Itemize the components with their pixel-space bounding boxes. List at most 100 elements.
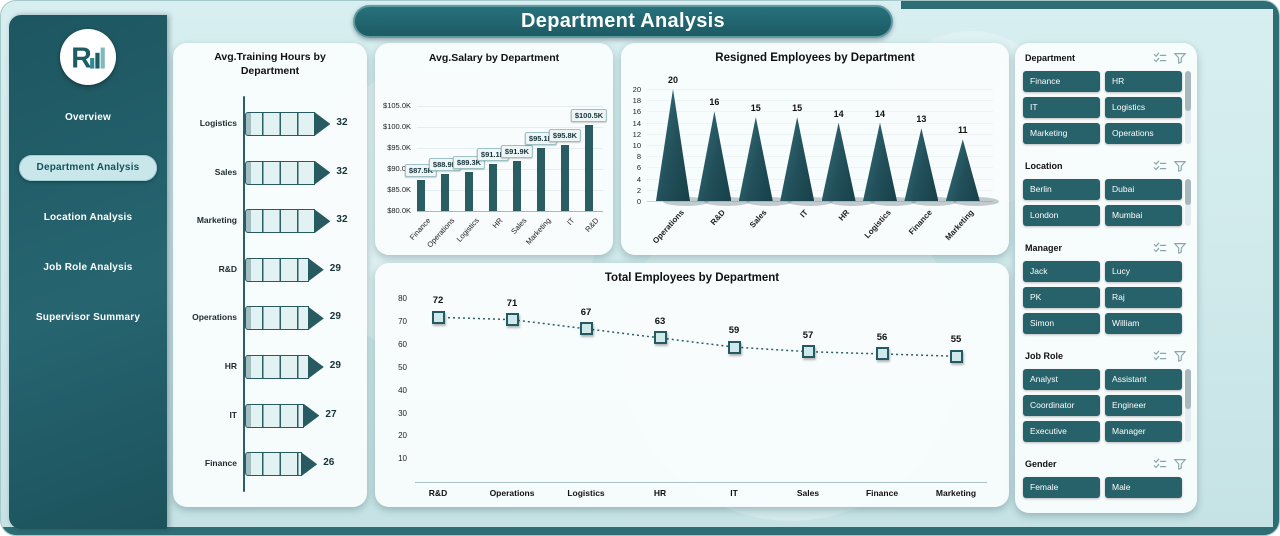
avg-salary-chart: $80.0K $85.0K $90.0K $95.0K $100.0K $105.0K $8…: [375, 43, 613, 255]
frame-edge-right: [1273, 7, 1279, 529]
slicer-item-hr[interactable]: HR: [1105, 71, 1182, 92]
y-axis-label: 10: [632, 141, 641, 150]
slicer-item-logistics[interactable]: Logistics: [1105, 97, 1182, 118]
x-axis-label: Operations: [650, 208, 686, 246]
pencil-bar[interactable]: [245, 403, 305, 428]
bar[interactable]: [561, 144, 569, 211]
bar[interactable]: [465, 171, 473, 211]
filter-icon[interactable]: [1173, 51, 1187, 65]
sidebar-item-location-analysis[interactable]: Location Analysis: [43, 212, 133, 223]
bar[interactable]: [537, 147, 545, 211]
y-axis-label: 50: [398, 362, 407, 372]
slicer-item-dubai[interactable]: Dubai: [1105, 179, 1182, 200]
line-marker[interactable]: [801, 345, 815, 359]
slicer-item-william[interactable]: William: [1105, 313, 1182, 334]
line-marker[interactable]: [579, 322, 593, 336]
filter-icon[interactable]: [1173, 457, 1187, 471]
pencil-bar[interactable]: [245, 452, 303, 477]
slicer-item-engineer[interactable]: Engineer: [1105, 395, 1182, 416]
filter-icon[interactable]: [1173, 241, 1187, 255]
slicer-item-male[interactable]: Male: [1105, 477, 1182, 498]
data-label: 20: [667, 75, 679, 85]
line-marker[interactable]: [727, 340, 741, 354]
slicer-item-jack[interactable]: Jack: [1023, 261, 1100, 282]
pencil-bar[interactable]: [245, 306, 309, 331]
slicer-title-manager: Manager: [1025, 243, 1063, 253]
gridline: [417, 169, 603, 170]
slicer-item-finance[interactable]: Finance: [1023, 71, 1100, 92]
bar[interactable]: [585, 124, 593, 211]
pencil-bar[interactable]: [245, 257, 309, 282]
bar[interactable]: [441, 173, 449, 211]
cone-bar[interactable]: [738, 117, 773, 201]
x-axis-line: [417, 211, 603, 212]
slicer-title-department: Department: [1025, 53, 1076, 63]
x-axis-label: Sales: [796, 488, 820, 498]
select-all-icon[interactable]: [1153, 349, 1167, 363]
value-label: 32: [336, 117, 348, 128]
x-axis-label: HR: [653, 488, 667, 498]
x-axis-label: HR: [490, 216, 505, 231]
slicer-item-it[interactable]: IT: [1023, 97, 1100, 118]
pencil-tip-icon: [314, 160, 331, 185]
pencil-bar[interactable]: [245, 160, 316, 185]
slicer-item-mumbai[interactable]: Mumbai: [1105, 205, 1182, 226]
slicer-item-coordinator[interactable]: Coordinator: [1023, 395, 1100, 416]
cone-bar[interactable]: [780, 117, 815, 201]
page-title-banner: Department Analysis: [353, 5, 893, 38]
bar[interactable]: [489, 164, 497, 211]
cone-shadow: [704, 197, 751, 206]
pencil-bar[interactable]: [245, 355, 309, 379]
line-marker[interactable]: [949, 349, 963, 363]
line-marker[interactable]: [653, 331, 667, 345]
slicer-item-female[interactable]: Female: [1023, 477, 1100, 498]
pencil-bar[interactable]: [245, 112, 316, 136]
line-marker[interactable]: [875, 347, 889, 361]
slicer-item-operations[interactable]: Operations: [1105, 123, 1182, 144]
sidebar-item-supervisor-summary[interactable]: Supervisor Summary: [35, 312, 141, 323]
slicer-item-manager[interactable]: Manager: [1105, 421, 1182, 442]
cone-shadow: [787, 197, 834, 206]
value-label: 32: [336, 214, 348, 226]
data-label: 14: [874, 108, 886, 119]
select-all-icon[interactable]: [1153, 51, 1167, 65]
bar[interactable]: [417, 179, 425, 211]
sidebar-item-job-role-analysis[interactable]: Job Role Analysis: [43, 262, 133, 273]
select-all-icon[interactable]: [1153, 241, 1167, 255]
slicer-item-assistant[interactable]: Assistant: [1105, 369, 1182, 390]
cone-bar[interactable]: [904, 128, 939, 201]
slicer-item-simon[interactable]: Simon: [1023, 313, 1100, 334]
sidebar-item-overview[interactable]: Overview: [64, 112, 112, 123]
slicer-item-marketing[interactable]: Marketing: [1023, 123, 1100, 144]
data-label: $91.9K: [500, 145, 534, 159]
slicer-item-pk[interactable]: PK: [1023, 287, 1100, 308]
total-employees-chart: 10 20 30 40 50 60 70 80 72 R&D 71 Operations 67 Logis…: [375, 263, 1009, 507]
slicer-item-berlin[interactable]: Berlin: [1023, 179, 1100, 200]
slicer-item-london[interactable]: London: [1023, 205, 1100, 226]
slicer-item-executive[interactable]: Executive: [1023, 421, 1100, 442]
category-label: Operations: [192, 312, 237, 323]
bar[interactable]: [513, 161, 521, 211]
cone-bar[interactable]: [945, 139, 980, 201]
scrollbar-thumb[interactable]: [1185, 71, 1191, 112]
filter-icon[interactable]: [1173, 159, 1187, 173]
slicer-item-raj[interactable]: Raj: [1105, 287, 1182, 308]
sidebar-item-department-analysis[interactable]: Department Analysis: [19, 155, 157, 181]
filter-icon[interactable]: [1173, 349, 1187, 363]
value-label: 32: [336, 165, 348, 177]
slicer-item-analyst[interactable]: Analyst: [1023, 369, 1100, 390]
x-axis-label: Sales: [509, 216, 529, 236]
scrollbar-thumb[interactable]: [1185, 179, 1191, 205]
line-marker[interactable]: [431, 310, 445, 324]
select-all-icon[interactable]: [1153, 159, 1167, 173]
gridline: [417, 190, 603, 191]
line-marker[interactable]: [505, 313, 519, 327]
y-axis-label: 70: [398, 316, 407, 326]
select-all-icon[interactable]: [1153, 457, 1167, 471]
x-axis-label: IT: [565, 216, 577, 227]
y-axis-label: 20: [632, 85, 641, 94]
svg-text:R: R: [71, 43, 91, 75]
slicer-item-lucy[interactable]: Lucy: [1105, 261, 1182, 282]
scrollbar-thumb[interactable]: [1185, 369, 1191, 410]
pencil-bar[interactable]: [245, 209, 316, 234]
